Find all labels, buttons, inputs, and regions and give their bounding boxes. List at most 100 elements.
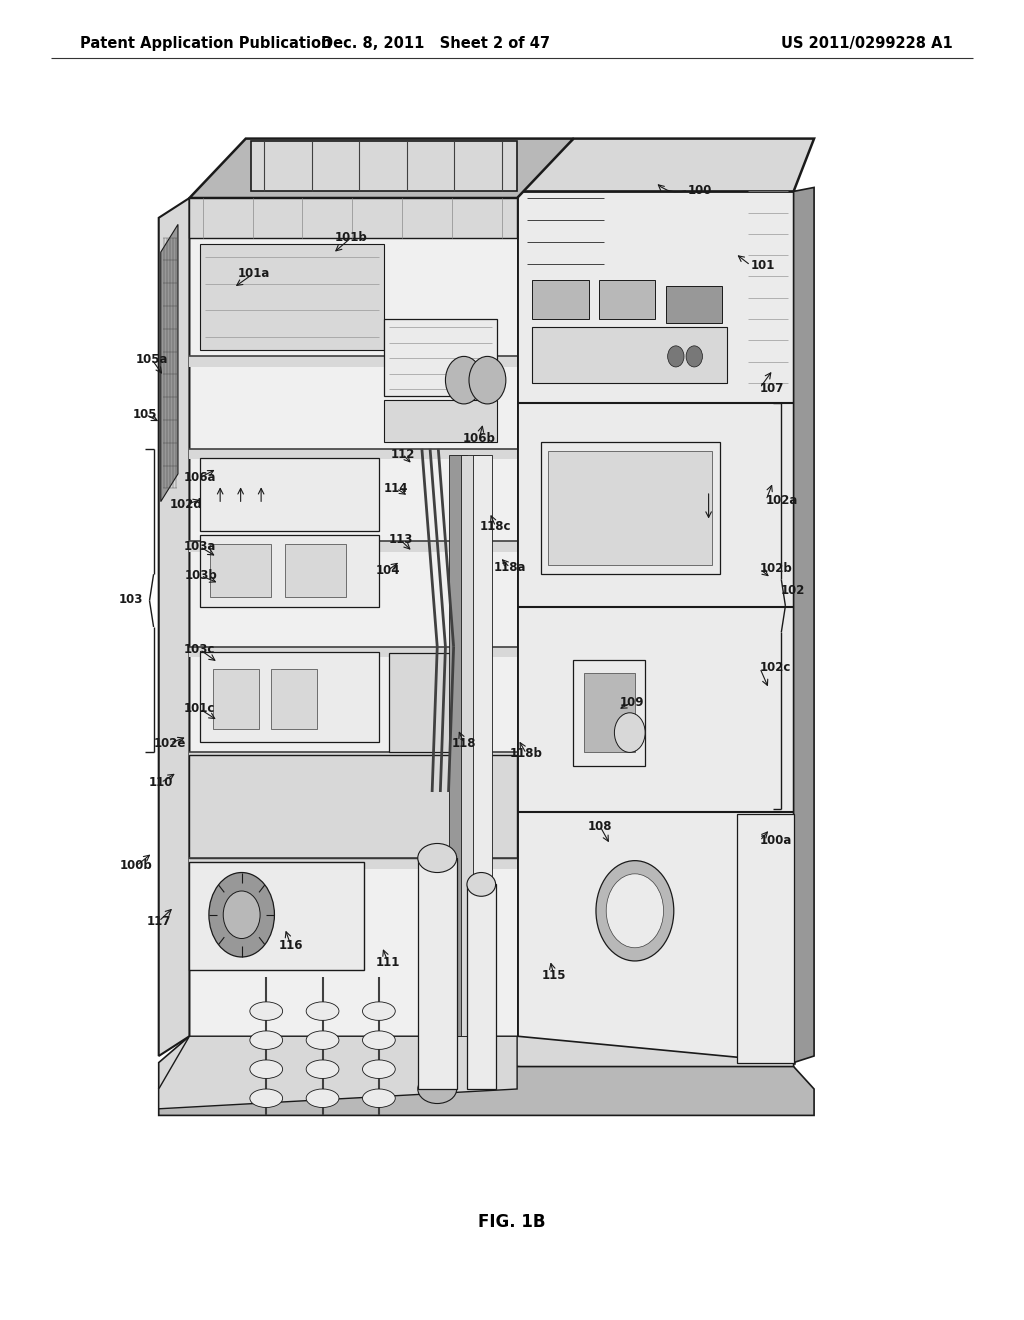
Polygon shape <box>189 541 517 552</box>
Text: 113: 113 <box>388 533 413 546</box>
Text: 103a: 103a <box>183 540 216 553</box>
Ellipse shape <box>250 1089 283 1107</box>
Text: FIG. 1B: FIG. 1B <box>478 1213 546 1232</box>
Ellipse shape <box>362 1002 395 1020</box>
Bar <box>473 455 492 1036</box>
Circle shape <box>614 713 645 752</box>
Bar <box>384 400 497 442</box>
Bar <box>189 755 517 858</box>
Bar <box>285 544 346 597</box>
Text: 118b: 118b <box>510 747 543 760</box>
Circle shape <box>606 874 664 948</box>
Ellipse shape <box>362 1060 395 1078</box>
Circle shape <box>469 356 506 404</box>
Polygon shape <box>517 139 814 191</box>
Circle shape <box>668 346 684 367</box>
Polygon shape <box>189 139 573 198</box>
Polygon shape <box>159 198 189 1056</box>
Circle shape <box>223 891 260 939</box>
Bar <box>532 327 727 383</box>
Circle shape <box>596 861 674 961</box>
Text: 101b: 101b <box>335 231 368 244</box>
Polygon shape <box>189 356 517 367</box>
Polygon shape <box>161 224 178 502</box>
Bar <box>532 280 589 319</box>
Bar <box>210 544 271 597</box>
Bar <box>213 669 259 729</box>
Ellipse shape <box>250 1060 283 1078</box>
Text: 105a: 105a <box>135 352 168 366</box>
Bar <box>200 652 379 742</box>
Text: 111: 111 <box>376 956 400 969</box>
Bar <box>666 286 722 323</box>
Ellipse shape <box>250 1002 283 1020</box>
Ellipse shape <box>250 1031 283 1049</box>
Text: 102e: 102e <box>154 737 186 750</box>
Text: 100a: 100a <box>760 834 793 847</box>
Bar <box>200 535 379 607</box>
Bar <box>189 198 517 1036</box>
Circle shape <box>686 346 702 367</box>
Text: 108: 108 <box>588 820 612 833</box>
Circle shape <box>445 356 482 404</box>
Text: 118c: 118c <box>480 520 511 533</box>
Text: 109: 109 <box>620 696 644 709</box>
Bar <box>271 669 317 729</box>
Text: 112: 112 <box>390 447 415 461</box>
Polygon shape <box>794 187 814 1063</box>
Bar <box>200 244 384 350</box>
Ellipse shape <box>306 1060 339 1078</box>
Text: 117: 117 <box>146 915 171 928</box>
Text: Dec. 8, 2011   Sheet 2 of 47: Dec. 8, 2011 Sheet 2 of 47 <box>321 36 550 51</box>
Polygon shape <box>159 1036 517 1109</box>
Text: 102c: 102c <box>760 661 792 675</box>
Text: 102: 102 <box>780 583 805 597</box>
Bar <box>599 280 655 319</box>
Bar <box>389 653 471 752</box>
Ellipse shape <box>362 1089 395 1107</box>
Text: 100: 100 <box>688 183 713 197</box>
Text: 103: 103 <box>119 593 143 606</box>
Ellipse shape <box>418 843 457 873</box>
Text: 102a: 102a <box>766 494 799 507</box>
Text: 103b: 103b <box>184 569 217 582</box>
Text: 100b: 100b <box>120 859 153 873</box>
Text: 118a: 118a <box>494 561 526 574</box>
Text: 102d: 102d <box>170 498 203 511</box>
Text: 106b: 106b <box>463 432 496 445</box>
Bar <box>251 141 517 191</box>
Text: 104: 104 <box>376 564 400 577</box>
Text: Patent Application Publication: Patent Application Publication <box>80 36 332 51</box>
Text: 115: 115 <box>542 969 566 982</box>
Text: 101a: 101a <box>238 267 270 280</box>
Bar <box>384 319 497 396</box>
Ellipse shape <box>306 1002 339 1020</box>
Bar <box>189 198 517 1036</box>
Bar <box>573 660 645 766</box>
Text: 103c: 103c <box>184 643 215 656</box>
Polygon shape <box>189 449 517 459</box>
Polygon shape <box>159 1036 794 1089</box>
Text: 114: 114 <box>384 482 409 495</box>
Bar <box>584 673 635 752</box>
Text: 101: 101 <box>751 259 775 272</box>
Ellipse shape <box>306 1089 339 1107</box>
Bar <box>548 451 712 565</box>
Text: 107: 107 <box>760 381 784 395</box>
Bar <box>189 862 364 970</box>
Text: US 2011/0299228 A1: US 2011/0299228 A1 <box>780 36 952 51</box>
Bar <box>200 458 379 531</box>
Ellipse shape <box>362 1031 395 1049</box>
Bar <box>418 858 457 1089</box>
Text: 118: 118 <box>452 737 476 750</box>
Ellipse shape <box>306 1031 339 1049</box>
Text: 105: 105 <box>133 408 158 421</box>
Bar <box>461 455 479 1036</box>
Bar <box>737 814 794 1063</box>
Bar <box>517 191 794 1063</box>
Bar <box>189 198 517 238</box>
Bar <box>541 442 720 574</box>
Text: 101c: 101c <box>184 702 215 715</box>
Ellipse shape <box>467 873 496 896</box>
Bar <box>467 884 496 1089</box>
